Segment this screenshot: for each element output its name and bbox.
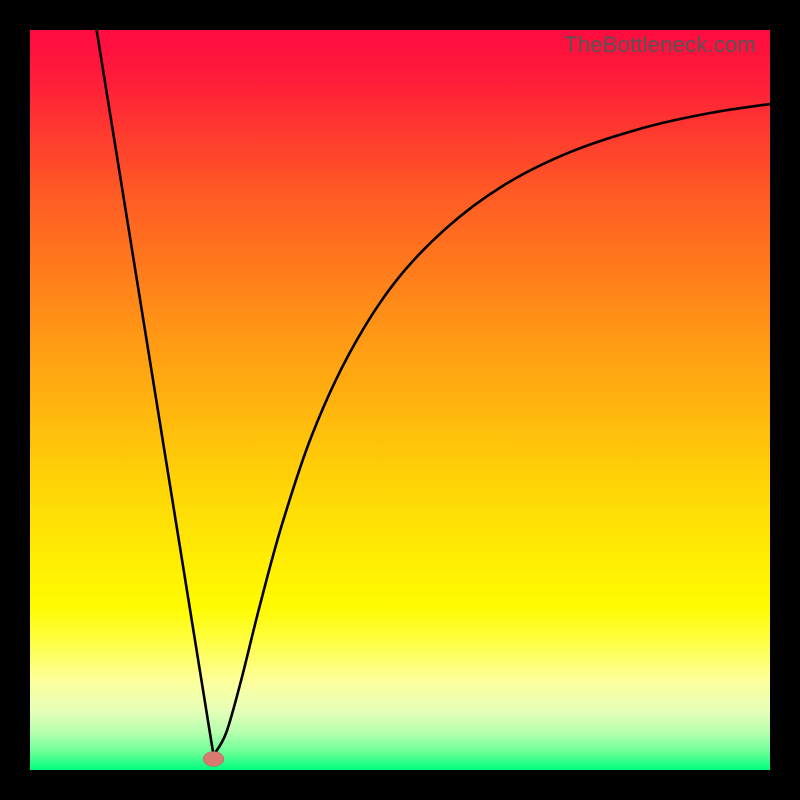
plot-area xyxy=(30,30,770,770)
chart-frame: TheBottleneck.com xyxy=(0,0,800,800)
curve-svg xyxy=(30,30,770,770)
bottleneck-curve xyxy=(97,30,770,755)
optimum-marker xyxy=(203,752,224,767)
watermark-text: TheBottleneck.com xyxy=(564,32,756,58)
